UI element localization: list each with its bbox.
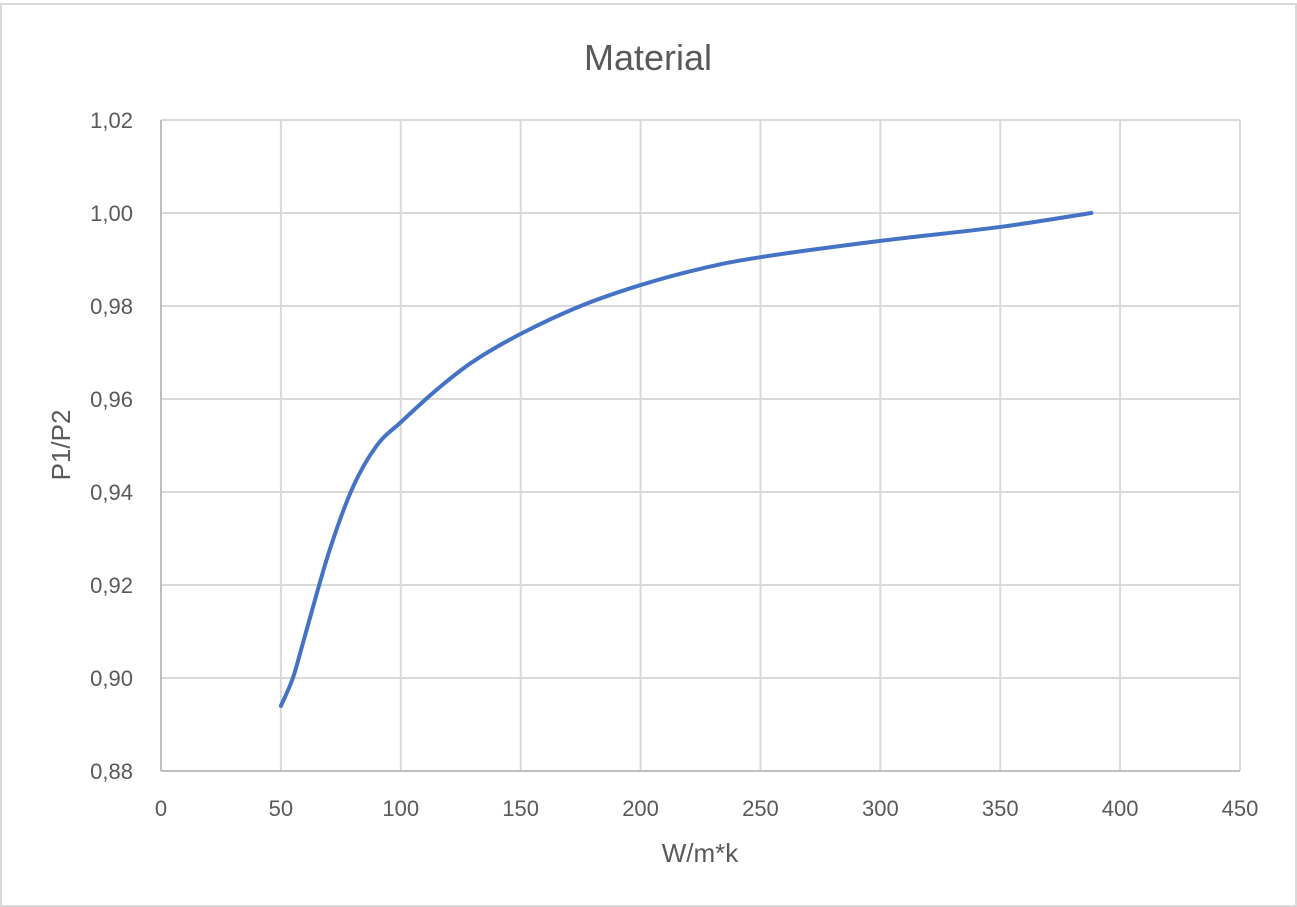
- x-tick-label: 300: [862, 796, 899, 821]
- x-tick-label: 450: [1222, 796, 1259, 821]
- y-tick-label: 0,92: [90, 573, 133, 598]
- y-tick-labels: 0,88 0,90 0,92 0,94 0,96 0,98 1,00 1,02: [90, 108, 133, 784]
- y-tick-label: 0,96: [90, 387, 133, 412]
- y-tick-label: 0,88: [90, 759, 133, 784]
- x-tick-label: 100: [382, 796, 419, 821]
- x-tick-label: 350: [982, 796, 1019, 821]
- x-tick-label: 50: [269, 796, 293, 821]
- x-tick-label: 0: [155, 796, 167, 821]
- chart-title: Material: [584, 37, 712, 78]
- axes: [160, 120, 1240, 772]
- x-tick-label: 400: [1102, 796, 1139, 821]
- series-group: [278, 211, 1094, 708]
- y-axis-title: P1/P2: [46, 410, 76, 481]
- x-tick-label: 200: [622, 796, 659, 821]
- gridlines: [161, 119, 1241, 771]
- y-tick-label: 0,98: [90, 294, 133, 319]
- y-tick-label: 1,02: [90, 108, 133, 133]
- x-tick-label: 250: [742, 796, 779, 821]
- x-tick-labels: 0 50 100 150 200 250 300 350 400 450: [155, 796, 1258, 821]
- x-tick-label: 150: [502, 796, 539, 821]
- series-line: [278, 211, 1094, 708]
- y-tick-label: 0,94: [90, 480, 133, 505]
- x-axis-title: W/m*k: [662, 838, 740, 868]
- y-tick-label: 1,00: [90, 201, 133, 226]
- chart-frame: [0, 3, 1297, 907]
- y-tick-label: 0,90: [90, 666, 133, 691]
